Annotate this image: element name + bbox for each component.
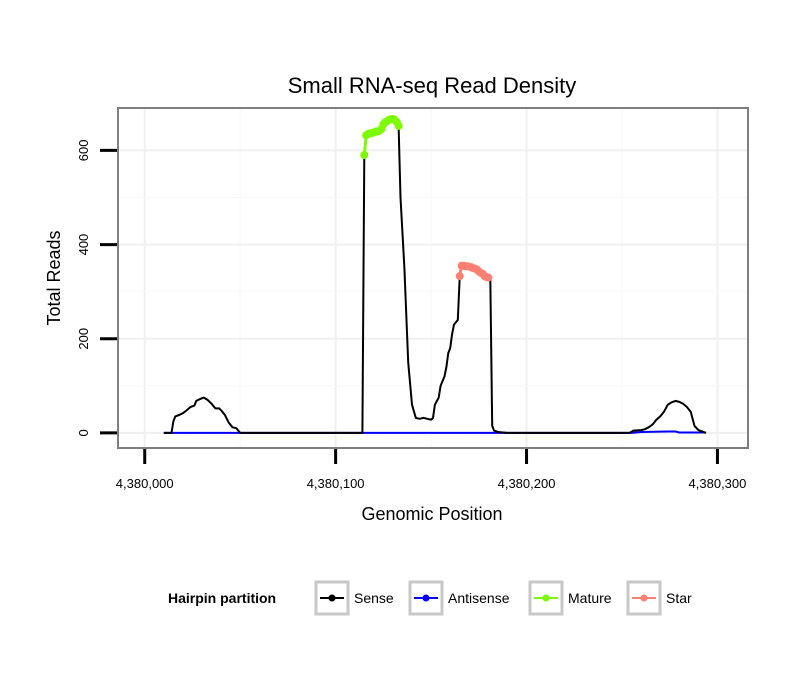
x-axis-label: Genomic Position bbox=[361, 504, 502, 524]
x-tick-label: 4,380,300 bbox=[689, 476, 747, 491]
legend-label-antisense: Antisense bbox=[448, 590, 510, 606]
mature-point bbox=[360, 151, 369, 160]
x-axis: 4,380,000 4,380,100 4,380,200 4,380,300 bbox=[116, 449, 747, 491]
series-line-sense bbox=[163, 117, 707, 434]
y-tick-label: 0 bbox=[76, 429, 91, 436]
y-tick-label: 400 bbox=[76, 234, 91, 256]
series-line-antisense bbox=[163, 430, 706, 434]
star-point bbox=[484, 273, 493, 282]
grid bbox=[118, 108, 748, 448]
x-tick-label: 4,380,100 bbox=[307, 476, 365, 491]
x-tick-label: 4,380,000 bbox=[116, 476, 174, 491]
legend-label-mature: Mature bbox=[568, 590, 612, 606]
mature-point bbox=[394, 121, 403, 130]
y-tick-label: 200 bbox=[76, 328, 91, 350]
y-tick-label: 600 bbox=[76, 140, 91, 162]
y-axis: 0 200 400 600 bbox=[76, 140, 117, 437]
legend-key-point bbox=[422, 594, 430, 602]
legend-key-point bbox=[542, 594, 550, 602]
legend: Hairpin partition Sense Antisense Mature St… bbox=[168, 580, 692, 616]
legend-key-point bbox=[328, 594, 336, 602]
plot-border bbox=[117, 107, 749, 449]
legend-key-point bbox=[640, 594, 648, 602]
legend-label-star: Star bbox=[666, 590, 692, 606]
series-layer bbox=[163, 114, 707, 434]
legend-title: Hairpin partition bbox=[168, 590, 276, 606]
y-axis-label: Total Reads bbox=[44, 230, 64, 325]
chart-title: Small RNA-seq Read Density bbox=[288, 73, 577, 98]
x-tick-label: 4,380,200 bbox=[498, 476, 556, 491]
legend-label-sense: Sense bbox=[354, 590, 394, 606]
star-point bbox=[455, 272, 464, 281]
